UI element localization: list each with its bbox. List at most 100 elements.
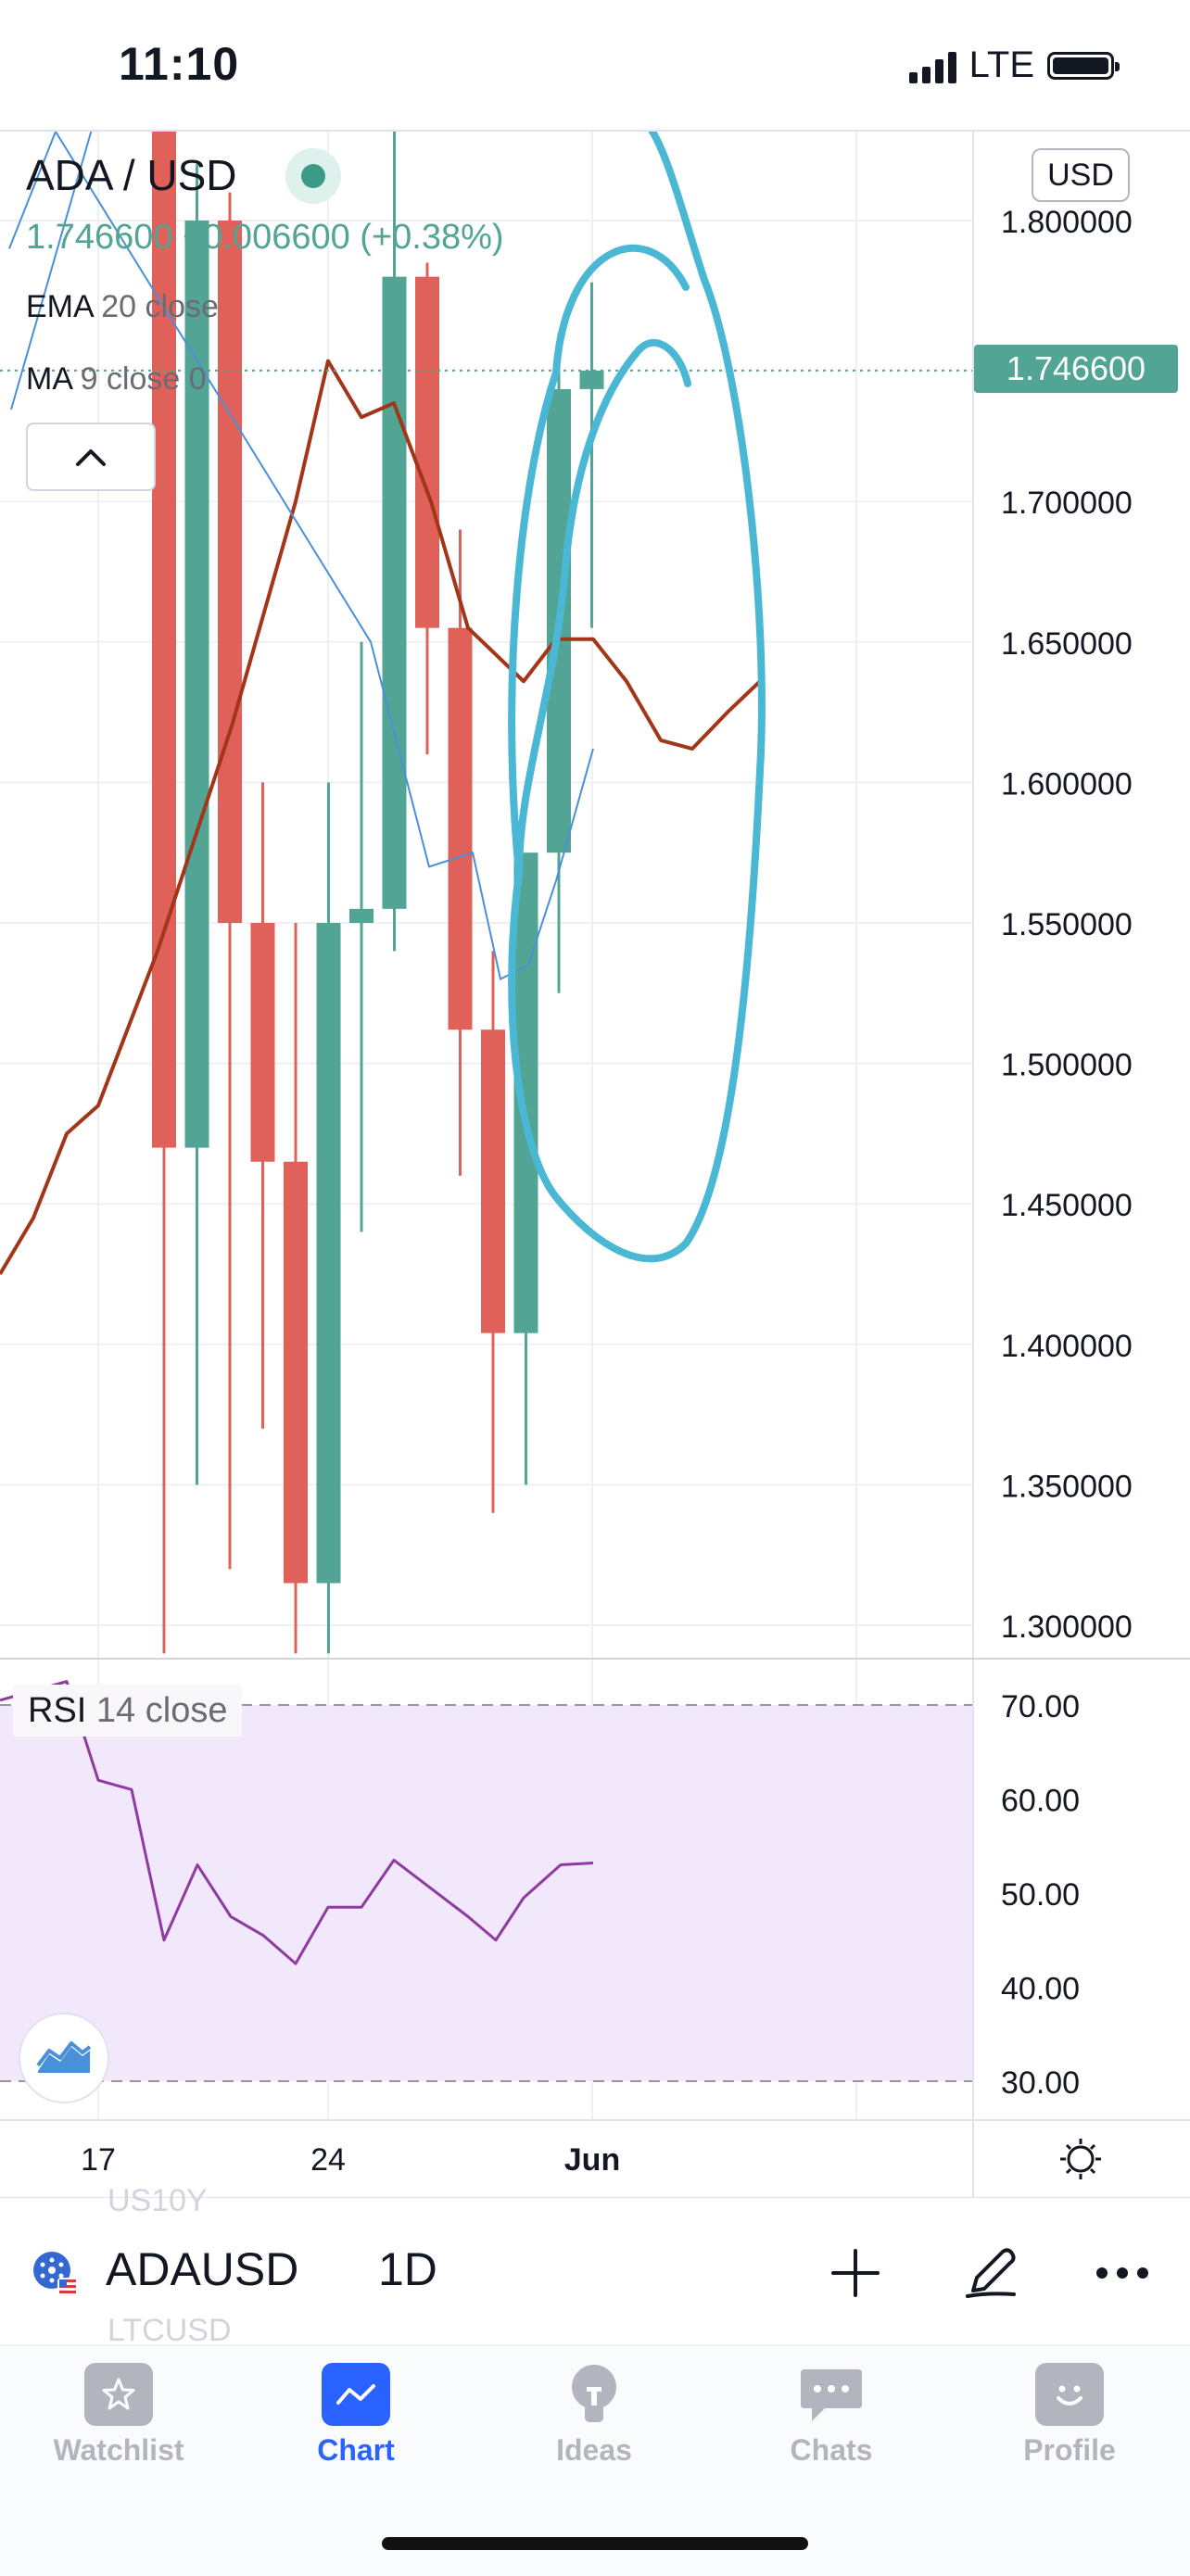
drawing-stroke <box>515 339 691 877</box>
tab-chats[interactable]: Chats <box>748 2363 915 2468</box>
header-divider <box>0 130 1190 132</box>
smile-icon <box>1035 2363 1104 2426</box>
ma-params: 9 close 0 <box>80 361 207 397</box>
price-tick-label: 1.650000 <box>1001 626 1133 662</box>
rsi-params: 14 close <box>95 1690 228 1730</box>
chart-type-button[interactable] <box>19 2013 109 2103</box>
candle <box>415 262 439 755</box>
candle <box>316 782 341 1654</box>
currency-badge[interactable]: USD <box>1032 148 1130 202</box>
chart-canvas[interactable]: 1.800000 1.700000 1.650000 1.600000 1.550000… <box>0 132 1190 2198</box>
ma-line-segment <box>10 132 93 410</box>
candle <box>481 951 505 1513</box>
chat-icon <box>797 2363 866 2426</box>
price-tick-label: 1.500000 <box>1001 1048 1133 1083</box>
candle <box>349 641 373 1232</box>
candle <box>579 282 604 628</box>
tab-label: Profile <box>1023 2433 1116 2467</box>
rsi-line <box>0 1680 594 1965</box>
rsi-band <box>0 1705 973 2081</box>
candle-body <box>579 370 604 389</box>
signal-icon <box>908 48 956 83</box>
tab-chart[interactable]: Chart <box>272 2363 439 2468</box>
collapse-legend-button[interactable] <box>26 423 156 491</box>
status-time: 11:10 <box>119 38 240 90</box>
rsi-legend[interactable]: RSI 14 close <box>13 1685 243 1736</box>
rsi-tick-label: 50.00 <box>1001 1877 1080 1913</box>
price-tick-label: 1.700000 <box>1001 486 1133 521</box>
ghost-symbol-above: US10Y <box>108 2183 208 2218</box>
more-icon <box>1096 2267 1148 2279</box>
ghost-symbol-below: LTCUSD <box>108 2313 232 2348</box>
price-tick-label: 1.450000 <box>1001 1188 1133 1223</box>
symbol-title[interactable]: ADA / USD <box>26 151 237 199</box>
rsi-tick-label: 40.00 <box>1001 1972 1080 2007</box>
add-button[interactable] <box>816 2233 895 2313</box>
tab-label: Chart <box>317 2433 395 2467</box>
candle <box>218 192 242 1570</box>
tab-profile[interactable]: Profile <box>986 2363 1153 2468</box>
interval-selector[interactable]: 1D <box>378 2243 437 2295</box>
last-price-label: 1.746600 <box>974 345 1178 393</box>
ma-name: MA <box>26 361 72 397</box>
home-indicator[interactable] <box>382 2537 808 2550</box>
candle-body <box>250 923 275 1162</box>
network-label: LTE <box>968 44 1034 85</box>
star-icon <box>84 2363 153 2426</box>
ma-line <box>8 132 594 981</box>
candle-body <box>284 1161 308 1584</box>
price-tick-label: 1.600000 <box>1001 766 1133 802</box>
tab-watchlist[interactable]: Watchlist <box>35 2363 202 2468</box>
area-chart-icon <box>36 2041 92 2073</box>
ma-legend[interactable]: MA 9 close 0 <box>26 361 207 398</box>
bulb-icon <box>560 2363 628 2426</box>
plus-icon <box>831 2249 880 2297</box>
candle <box>152 132 176 1654</box>
candle-body <box>448 627 473 1030</box>
price-tick-label: 1.400000 <box>1001 1329 1133 1364</box>
rsi-name: RSI <box>28 1690 87 1730</box>
candle-body <box>218 221 242 923</box>
drawing-stroke <box>508 132 766 1263</box>
tab-ideas[interactable]: Ideas <box>511 2363 677 2468</box>
battery-icon <box>1047 51 1120 80</box>
chevron-up-icon <box>76 449 106 466</box>
pen-icon <box>966 2248 1016 2298</box>
more-button[interactable] <box>1082 2233 1162 2313</box>
ema-legend[interactable]: EMA 20 close <box>26 289 219 325</box>
symbol-selector[interactable]: ADAUSD <box>106 2243 299 2295</box>
gear-icon[interactable] <box>1060 2139 1101 2179</box>
candle <box>448 529 473 1176</box>
candle-body <box>382 276 407 909</box>
rsi-tick-label: 60.00 <box>1001 1784 1080 1819</box>
tab-label: Ideas <box>556 2433 632 2467</box>
time-tick-label: 17 <box>81 2142 116 2178</box>
rsi-tick-label: 70.00 <box>1001 1689 1080 1724</box>
tab-label: Chats <box>790 2433 873 2467</box>
price-tick-label: 1.800000 <box>1001 205 1133 240</box>
ema-name: EMA <box>26 289 93 324</box>
drawing-tools-button[interactable] <box>951 2233 1031 2313</box>
status-indicators: LTE <box>908 44 1120 86</box>
candle <box>284 923 308 1654</box>
candle-body <box>349 908 373 923</box>
candle-body <box>481 1029 505 1333</box>
time-tick-label: 24 <box>310 2142 346 2178</box>
price-tick-label: 1.550000 <box>1001 907 1133 942</box>
candle-body <box>316 923 341 1584</box>
cardano-icon <box>32 2250 80 2298</box>
price-tick-label: 1.350000 <box>1001 1469 1133 1504</box>
market-status-icon[interactable] <box>285 148 341 204</box>
chart-icon <box>322 2363 390 2426</box>
candle-body <box>415 276 439 628</box>
candle <box>250 782 275 1429</box>
time-tick-label: Jun <box>564 2142 620 2178</box>
price-tick-label: 1.300000 <box>1001 1610 1133 1645</box>
ema-params: 20 close <box>101 289 219 324</box>
candle <box>382 132 407 952</box>
rsi-tick-label: 30.00 <box>1001 2065 1080 2101</box>
ema-line <box>0 359 762 1276</box>
candle-body <box>152 132 176 1148</box>
tab-label: Watchlist <box>53 2433 184 2467</box>
price-change: 1.746600 +0.006600 (+0.38%) <box>26 218 504 257</box>
